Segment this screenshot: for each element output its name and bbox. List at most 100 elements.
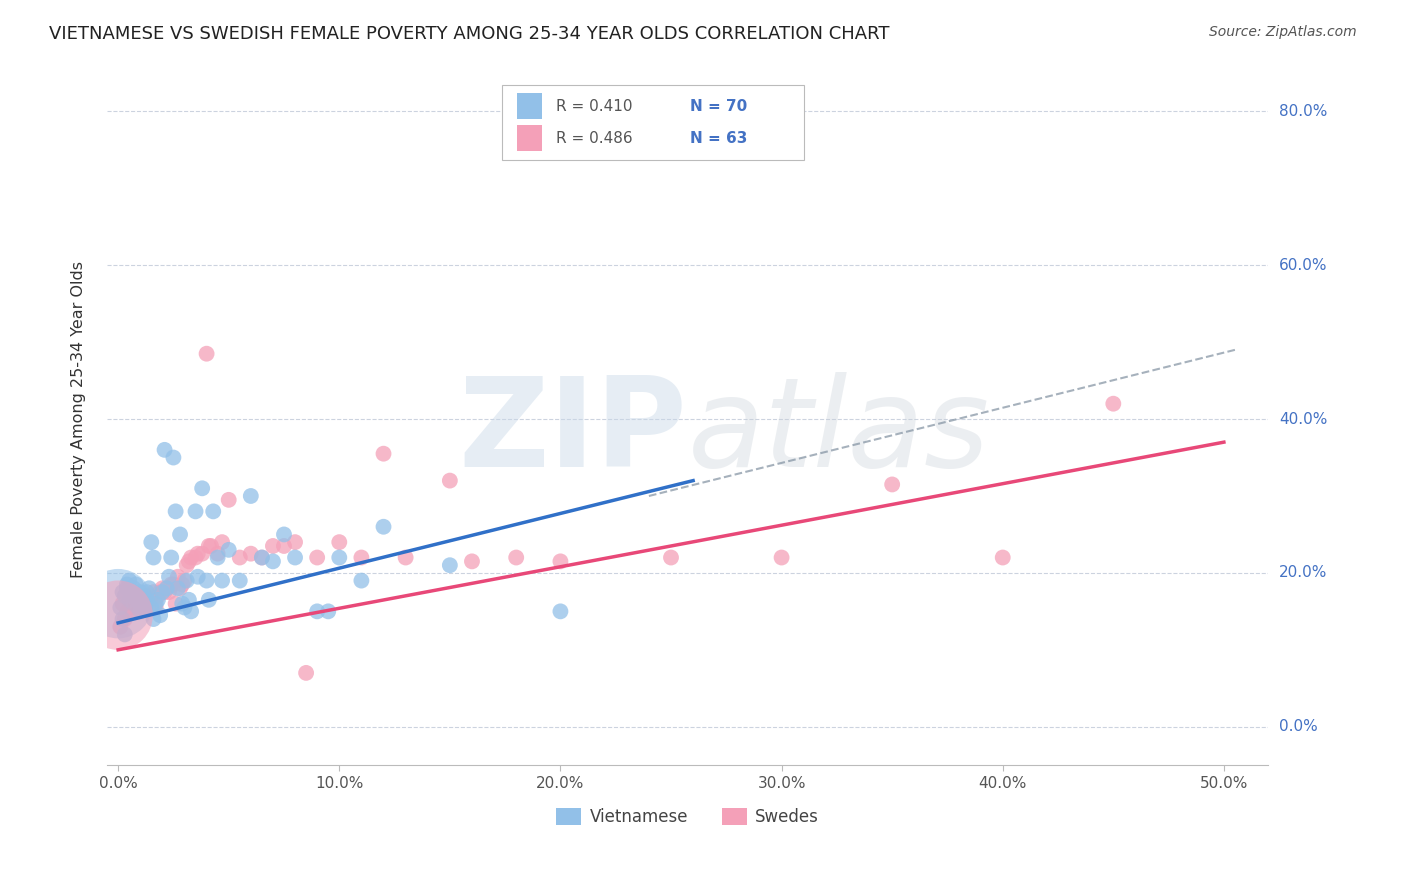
Point [176,558,198,573]
Point [195,347,218,361]
Point [229,574,252,588]
Point [273,527,295,541]
Point [328,550,350,565]
Point [118,597,141,611]
Point [229,550,252,565]
Point [125,589,148,603]
Point [211,535,233,549]
FancyBboxPatch shape [517,93,543,120]
Point [262,554,284,568]
Point [111,597,134,611]
Text: 80.0%: 80.0% [1279,104,1327,119]
Point [373,447,395,461]
Text: atlas: atlas [688,373,990,493]
Point [120,589,142,603]
Point [153,585,176,599]
Point [125,577,148,591]
FancyBboxPatch shape [502,85,804,160]
Point [122,582,145,596]
Point [138,597,160,611]
Point [162,450,184,465]
Point [659,550,682,565]
Point [115,582,138,596]
Point [239,489,262,503]
Point [176,574,198,588]
Point [284,550,307,565]
Point [218,492,240,507]
Point [307,604,329,618]
Point [1102,397,1125,411]
Point [150,582,173,596]
Text: N = 63: N = 63 [690,130,748,145]
Point [550,604,572,618]
Point [505,550,527,565]
Point [169,582,191,596]
Point [373,520,395,534]
Point [122,589,145,603]
Point [157,585,180,599]
Point [125,592,148,607]
Point [173,574,195,588]
Point [184,550,207,565]
Point [138,582,160,596]
Point [110,600,132,615]
Point [207,550,229,565]
Point [394,550,416,565]
Text: N = 70: N = 70 [690,99,747,113]
Point [198,539,221,553]
Point [156,582,179,596]
Point [295,665,318,680]
Point [141,589,163,603]
Point [177,592,200,607]
FancyBboxPatch shape [517,125,543,152]
Point [118,592,141,607]
Point [134,589,156,603]
Point [173,600,195,615]
Point [145,597,167,611]
Point [187,547,209,561]
Text: VIETNAMESE VS SWEDISH FEMALE POVERTY AMONG 25-34 YEAR OLDS CORRELATION CHART: VIETNAMESE VS SWEDISH FEMALE POVERTY AMO… [49,25,890,43]
Point [550,554,572,568]
Point [114,627,136,641]
Point [142,550,165,565]
Point [120,585,142,599]
Point [134,600,156,615]
Point [160,577,183,591]
Point [107,608,129,623]
Point [439,558,461,573]
Point [156,582,179,596]
Point [107,597,129,611]
Point [118,574,141,588]
Point [284,535,307,549]
Point [135,592,157,607]
Text: ZIP: ZIP [458,373,688,493]
Text: 40.0%: 40.0% [1279,411,1327,426]
Point [111,585,134,599]
Point [307,550,329,565]
Point [114,589,136,603]
Point [316,604,339,618]
Point [166,570,188,584]
Point [262,539,284,553]
Text: 60.0%: 60.0% [1279,258,1327,273]
Point [131,600,153,615]
Point [129,604,152,618]
Point [122,597,145,611]
Point [150,585,173,599]
Point [149,608,172,623]
Point [146,589,169,603]
Point [149,585,172,599]
Point [350,574,373,588]
Point [120,600,142,615]
Point [328,535,350,549]
Text: 0.0%: 0.0% [1279,719,1317,734]
Point [461,554,484,568]
Point [350,550,373,565]
Point [770,550,793,565]
Point [211,574,233,588]
Point [250,550,273,565]
Point [162,577,184,591]
Text: R = 0.410: R = 0.410 [557,99,633,113]
Point [127,604,149,618]
Point [111,612,134,626]
